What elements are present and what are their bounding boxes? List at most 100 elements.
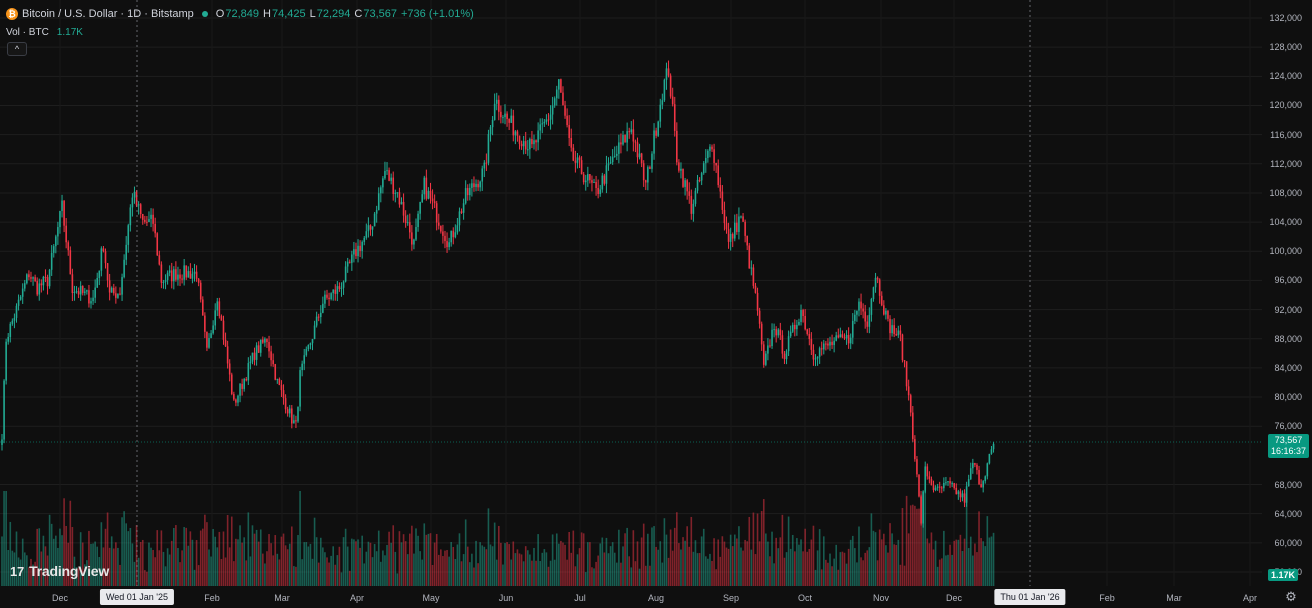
candle-body (92, 297, 94, 302)
candle-body (319, 312, 322, 318)
candle-body (841, 334, 844, 338)
volume-bar (990, 536, 993, 586)
candle-body (59, 211, 61, 228)
volume-bar (386, 544, 388, 586)
candle-body (661, 100, 664, 105)
bitcoin-icon: ₿ (6, 8, 18, 20)
candle-body (251, 352, 254, 362)
candle-body (448, 242, 450, 248)
candle-body (297, 406, 299, 422)
volume-bar (162, 551, 165, 586)
volume-bar (104, 528, 107, 586)
time-tick-label: Mar (1166, 593, 1182, 603)
volume-bar (742, 550, 744, 586)
volume-bar (837, 569, 840, 586)
volume-bar (694, 540, 697, 586)
volume-bar (77, 567, 80, 586)
volume-bar (440, 549, 442, 586)
candle-body (622, 135, 624, 145)
candle-body (421, 194, 424, 203)
candle-body (446, 241, 448, 248)
volume-bar (179, 562, 181, 586)
candle-body (324, 294, 326, 304)
volume-bar (878, 529, 881, 586)
volume-bar (951, 554, 953, 586)
symbol-legend[interactable]: ₿ Bitcoin / U.S. Dollar · 1D · Bitstamp … (6, 6, 474, 22)
volume-bar (839, 552, 842, 586)
candle-body (572, 147, 575, 161)
volume-bar (239, 525, 241, 586)
candle-body (976, 464, 978, 470)
volume-bar (28, 567, 30, 586)
candle-body (802, 310, 804, 317)
volume-bar (671, 550, 674, 586)
volume-legend[interactable]: Vol · BTC 1.17K (6, 25, 83, 39)
symbol-title[interactable]: Bitcoin / U.S. Dollar · 1D · Bitstamp (22, 8, 194, 20)
candle-body (642, 163, 645, 181)
candle-body (974, 463, 976, 465)
candle-body (526, 149, 529, 151)
tradingview-logo[interactable]: 17 TradingView (10, 563, 109, 579)
candle-body (593, 181, 595, 183)
candle-body (707, 150, 709, 158)
candle-body (574, 160, 577, 163)
volume-bar (872, 530, 875, 586)
candle-body (425, 177, 428, 199)
volume-bar (429, 533, 432, 586)
volume-bar (798, 544, 800, 586)
volume-bar (398, 531, 401, 586)
volume-bar (945, 555, 947, 586)
volume-bar (222, 531, 225, 586)
candle-body (351, 254, 353, 263)
volume-bar (667, 557, 670, 586)
volume-bar (92, 543, 94, 586)
volume-bar (413, 553, 415, 586)
candle-body (288, 408, 291, 414)
candle-body (466, 188, 469, 196)
candle-body (810, 339, 813, 350)
volume-bar (375, 551, 378, 586)
candle-body (673, 104, 676, 131)
chevron-up-icon: ^ (14, 44, 20, 54)
candle-body (984, 476, 987, 482)
candle-body (628, 131, 631, 133)
volume-bar (164, 566, 167, 586)
volume-bar (713, 538, 715, 586)
volume-bar (578, 548, 581, 586)
candle-body (748, 245, 751, 269)
volume-bar (348, 570, 351, 586)
volume-bar (442, 556, 444, 586)
volume-bar (191, 539, 194, 586)
volume-bar (359, 547, 361, 586)
volume-bar (61, 535, 63, 586)
volume-bar (332, 546, 334, 586)
candle-body (752, 267, 755, 286)
volume-bar (820, 569, 823, 586)
volume-bar (185, 527, 188, 586)
candle-body (71, 274, 74, 294)
candle-body (806, 329, 809, 334)
candle-body (450, 230, 452, 243)
candle-body (640, 153, 643, 164)
candle-body (883, 305, 885, 315)
price-tick-label: 76,000 (1274, 421, 1302, 432)
volume-bar (487, 508, 490, 586)
volume-bar (380, 561, 382, 586)
volume-bar (417, 535, 419, 586)
volume-bar (740, 547, 742, 586)
volume-bar (475, 540, 477, 586)
candle-body (23, 283, 26, 289)
candle-body (961, 493, 964, 498)
volume-bar (750, 549, 753, 586)
volume-bar (251, 525, 254, 586)
volume-bar (651, 527, 653, 586)
gear-icon[interactable]: ⚙ (1285, 589, 1297, 604)
candle-body (175, 269, 177, 280)
collapse-legend-button[interactable]: ^ (7, 42, 27, 56)
candle-body (702, 163, 705, 174)
candle-body (264, 338, 266, 343)
candle-body (742, 216, 744, 222)
volume-bar (887, 552, 889, 586)
candle-body (380, 187, 382, 194)
